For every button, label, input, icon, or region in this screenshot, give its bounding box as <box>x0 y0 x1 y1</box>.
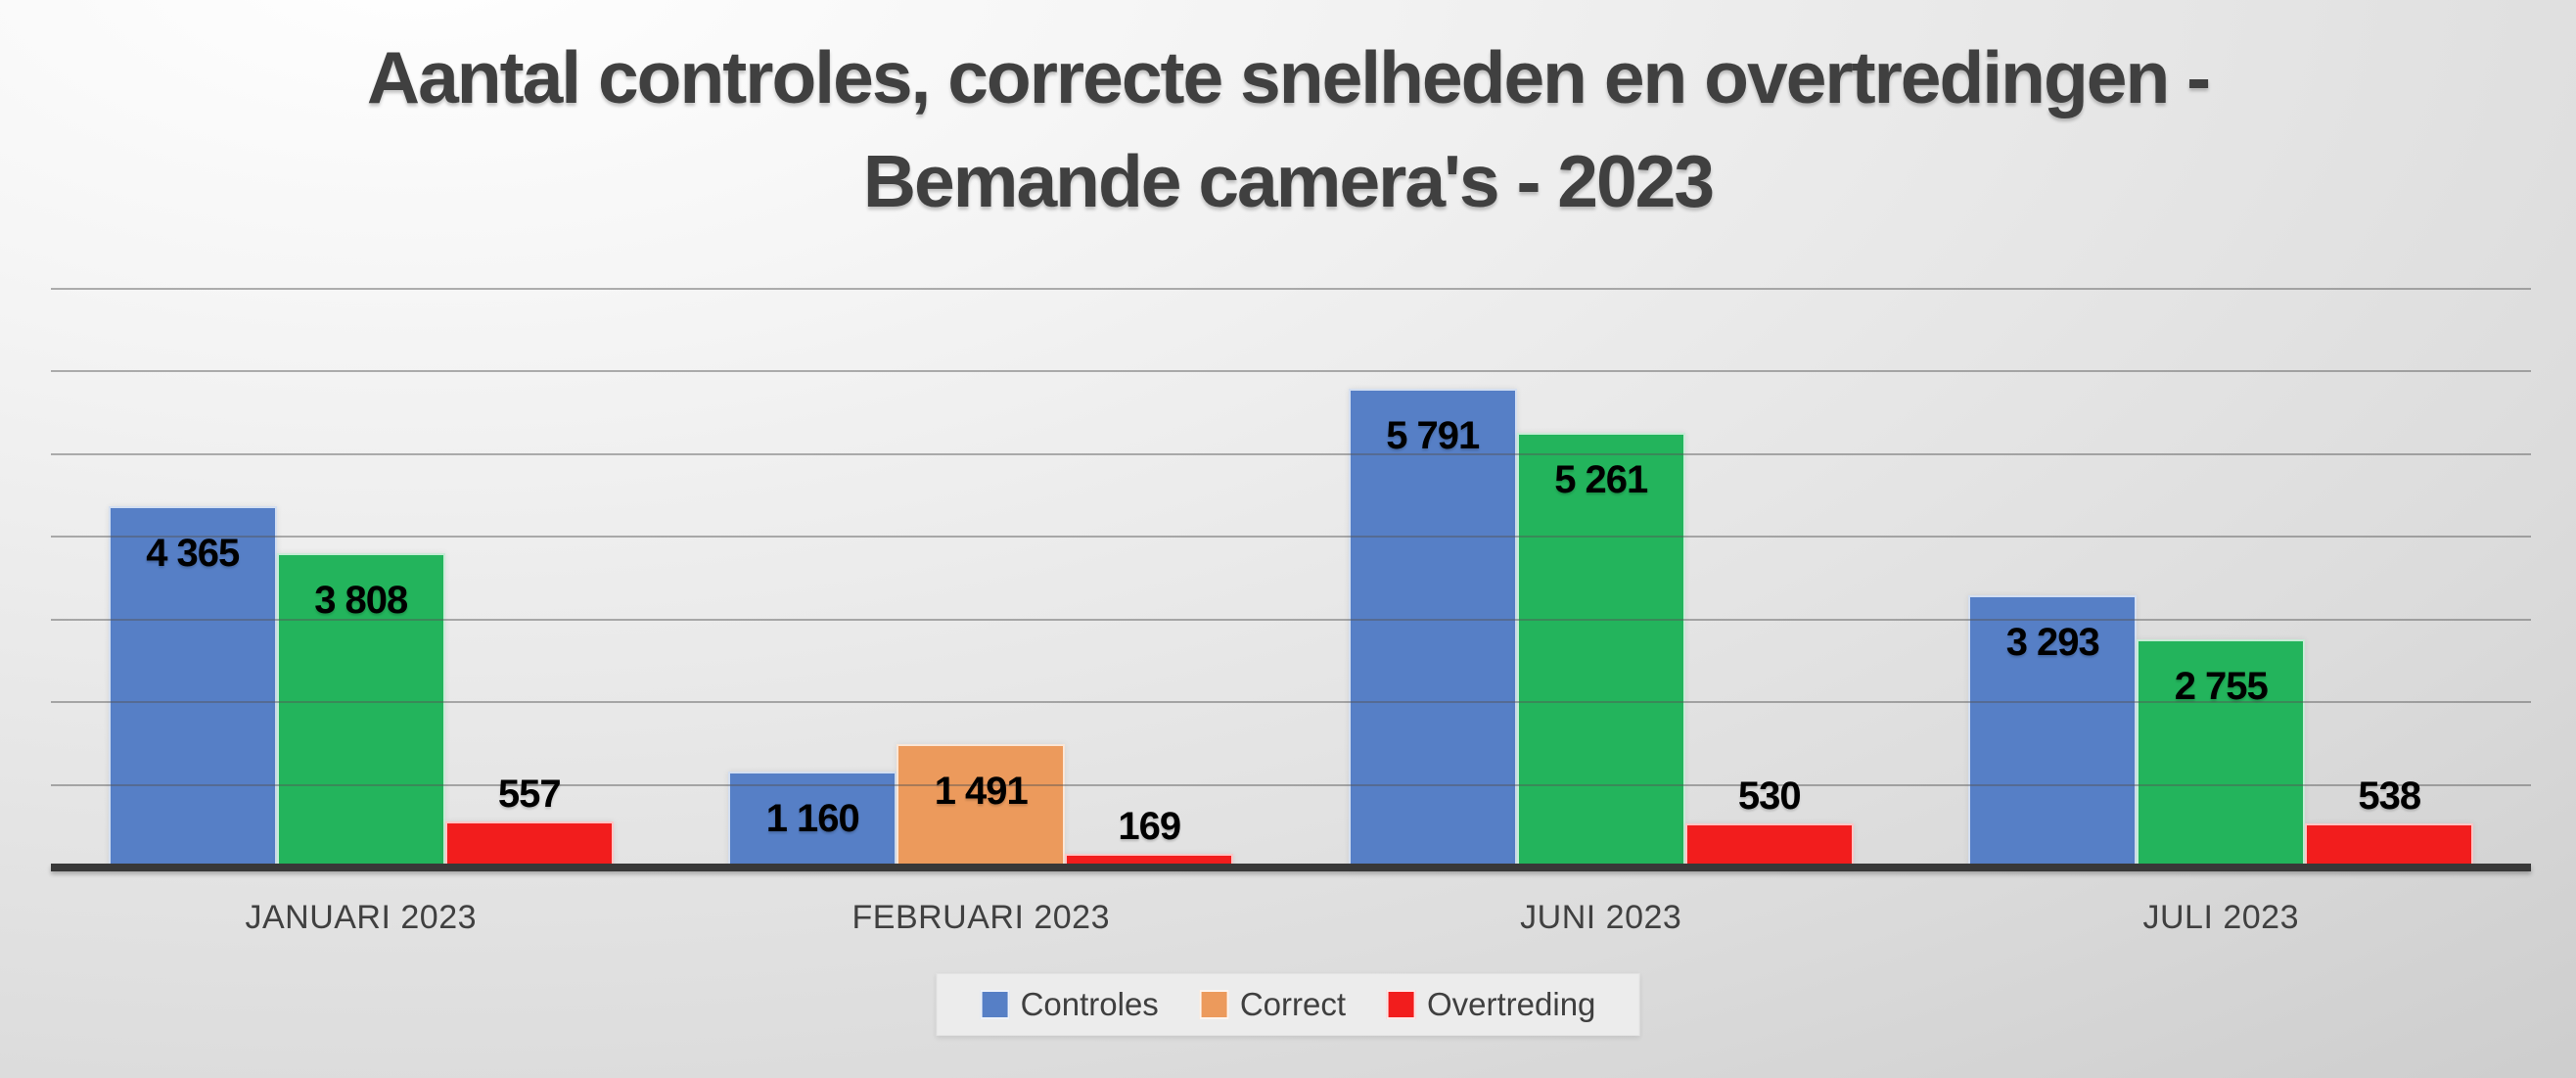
legend-label-correct: Correct <box>1239 986 1346 1022</box>
bar-correct-januari-2023 <box>276 552 445 867</box>
plot-area: 4 365 3 808 557 1 160 1 491 169 5 791 5 261 530 3… <box>51 288 2531 867</box>
bars-layer <box>51 289 2531 867</box>
bar-correct-februari-2023 <box>897 744 1066 867</box>
legend-label-overtreding: Overtreding <box>1427 986 1596 1022</box>
bar-overtreding-juli-2023 <box>2305 822 2474 867</box>
chart-title: Aantal controles, correcte snelheden en … <box>0 25 2576 233</box>
legend-swatch-controles-icon <box>980 990 1010 1019</box>
bar-controles-juli-2023 <box>1968 594 2138 867</box>
bar-correct-juni-2023 <box>1516 432 1685 867</box>
legend-label-controles: Controles <box>1020 986 1159 1022</box>
bar-correct-juli-2023 <box>2137 639 2306 867</box>
category-label-juli: JULI 2023 <box>2142 899 2299 936</box>
bar-controles-januari-2023 <box>108 506 277 867</box>
x-axis-category-row: JANUARI 2023 FEBRUARI 2023 JUNI 2023 JUL… <box>51 897 2531 938</box>
legend: Controles Correct Overtreding <box>936 973 1640 1036</box>
x-axis-line <box>51 864 2531 871</box>
legend-item-controles: Controles <box>980 985 1159 1024</box>
category-label-februari: FEBRUARI 2023 <box>851 899 1110 936</box>
legend-swatch-overtreding-icon <box>1387 990 1416 1019</box>
legend-item-overtreding: Overtreding <box>1387 985 1595 1024</box>
bar-controles-juni-2023 <box>1348 389 1517 867</box>
bar-overtreding-juni-2023 <box>1684 823 1854 867</box>
legend-item-correct: Correct <box>1199 985 1346 1024</box>
bar-controles-februari-2023 <box>728 772 897 867</box>
chart-title-line-1: Aantal controles, correcte snelheden en … <box>366 36 2211 118</box>
chart-title-line-2: Bemande camera's - 2023 <box>862 140 1715 222</box>
bar-overtreding-januari-2023 <box>444 820 614 867</box>
category-label-juni: JUNI 2023 <box>1520 899 1682 936</box>
legend-swatch-correct-icon <box>1199 990 1229 1019</box>
category-label-januari: JANUARI 2023 <box>245 899 478 936</box>
